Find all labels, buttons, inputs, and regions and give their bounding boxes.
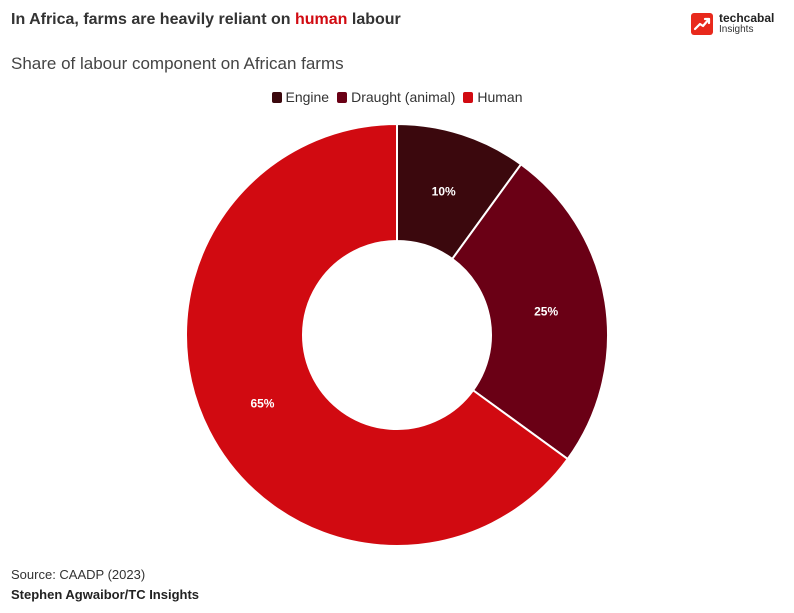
trend-arrow-icon	[691, 13, 713, 35]
legend-swatch	[337, 91, 348, 103]
author-credit: Stephen Agwaibor/TC Insights	[11, 587, 200, 602]
chart-title: In Africa, farms are heavily reliant on …	[11, 11, 401, 29]
legend-swatch	[463, 91, 474, 103]
slice-label: 65%	[250, 397, 274, 411]
legend-label: Engine	[285, 89, 330, 105]
legend-label: Draught (animal)	[351, 89, 456, 105]
brand-sub: Insights	[719, 24, 754, 35]
brand-name: techcabal	[719, 11, 775, 25]
slice-label: 10%	[432, 184, 456, 198]
legend-item: Engine	[271, 89, 330, 105]
chart-legend: Engine Draught (animal) Human	[0, 89, 794, 105]
legend-swatch	[271, 91, 282, 103]
legend-item: Draught (animal)	[337, 89, 455, 105]
legend-label: Human	[477, 89, 523, 105]
chart-subtitle: Share of labour component on African far…	[11, 54, 344, 73]
donut-slice	[185, 123, 569, 547]
brand-logo: techcabal Insights	[691, 11, 775, 35]
slice-label: 25%	[534, 304, 558, 318]
title-text-start: In Africa, farms are heavily reliant on	[11, 11, 295, 28]
donut-slice	[451, 163, 609, 461]
title-text-end: labour	[347, 11, 401, 28]
brand-text: techcabal Insights	[719, 11, 775, 35]
source-note: Source: CAADP (2023)	[11, 567, 146, 582]
legend-item: Human	[463, 89, 523, 105]
title-highlight: human	[294, 11, 348, 28]
